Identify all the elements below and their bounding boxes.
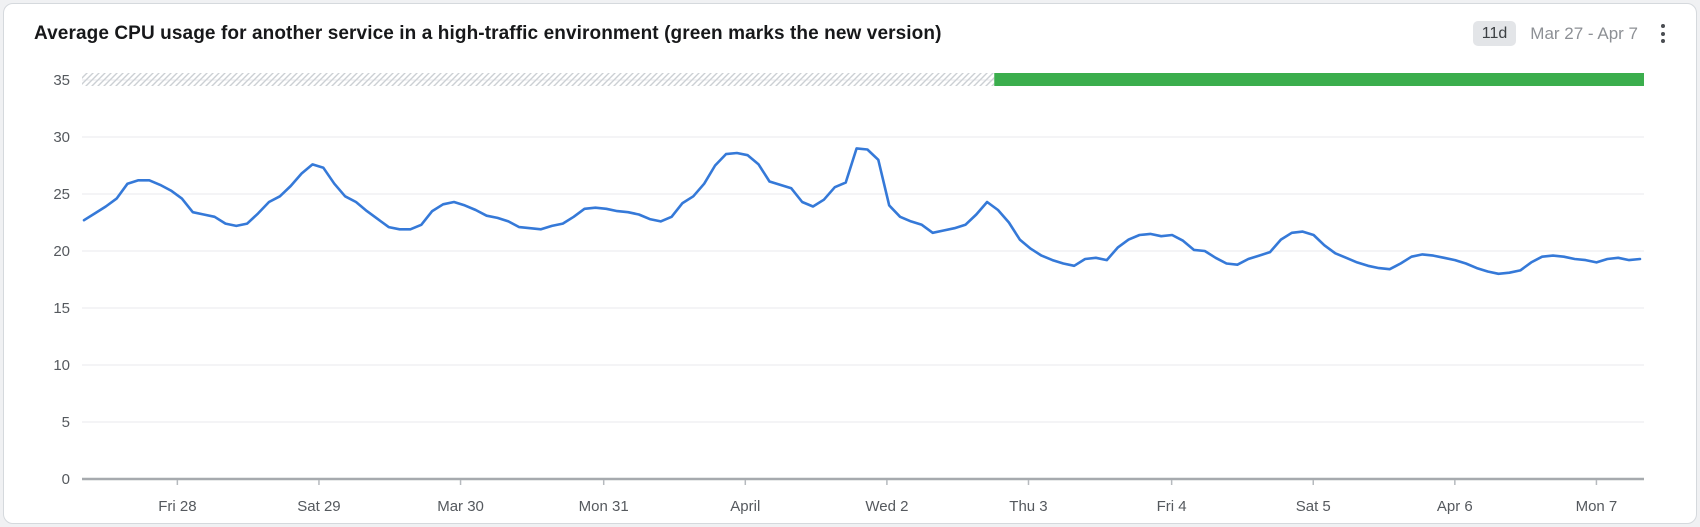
y-axis-label: 30 bbox=[53, 129, 70, 146]
x-axis-label: April bbox=[730, 498, 760, 515]
y-axis-label: 10 bbox=[53, 357, 70, 374]
x-axis-label: Mar 30 bbox=[437, 498, 484, 515]
panel-header: Average CPU usage for another service in… bbox=[4, 4, 1696, 48]
x-axis-label: Mon 31 bbox=[579, 498, 629, 515]
x-axis-label: Apr 6 bbox=[1437, 498, 1473, 515]
y-axis-label: 35 bbox=[53, 72, 70, 89]
cpu-usage-line bbox=[82, 147, 1642, 276]
y-axis-label: 0 bbox=[62, 471, 70, 488]
x-axis-label: Wed 2 bbox=[865, 498, 908, 515]
duration-badge: 11d bbox=[1472, 20, 1517, 47]
kebab-dot bbox=[1661, 39, 1665, 43]
chart-area: 0 5 10 15 20 25 30 35 Fri 28 Sat 29 Mar 30 Mon 31 Ap… bbox=[4, 60, 1696, 523]
y-axis-label: 5 bbox=[62, 414, 70, 431]
y-axis-label: 15 bbox=[53, 300, 70, 317]
kebab-dot bbox=[1661, 24, 1665, 28]
x-axis-label: Fri 4 bbox=[1157, 498, 1187, 515]
panel-header-right: 11d Mar 27 - Apr 7 bbox=[1472, 19, 1674, 48]
x-axis-label: Mon 7 bbox=[1576, 498, 1618, 515]
new-version-bar bbox=[994, 73, 1644, 86]
x-axis-label: Sat 29 bbox=[297, 498, 340, 515]
y-axis-label: 25 bbox=[53, 186, 70, 203]
y-axis-label: 20 bbox=[53, 243, 70, 260]
date-range-label: Mar 27 - Apr 7 bbox=[1530, 23, 1638, 43]
x-axis-label: Sat 5 bbox=[1296, 498, 1331, 515]
cpu-usage-panel: Average CPU usage for another service in… bbox=[3, 3, 1697, 524]
panel-title: Average CPU usage for another service in… bbox=[34, 22, 942, 44]
pre-version-hatched-bar bbox=[82, 73, 995, 86]
cpu-usage-chart[interactable]: 0 5 10 15 20 25 30 35 Fri 28 Sat 29 Mar 30 Mon 31 Ap… bbox=[4, 60, 1697, 524]
x-axis-label: Fri 28 bbox=[158, 498, 196, 515]
x-axis-label: Thu 3 bbox=[1009, 498, 1047, 515]
kebab-menu-button[interactable] bbox=[1652, 19, 1674, 48]
kebab-dot bbox=[1661, 31, 1665, 36]
